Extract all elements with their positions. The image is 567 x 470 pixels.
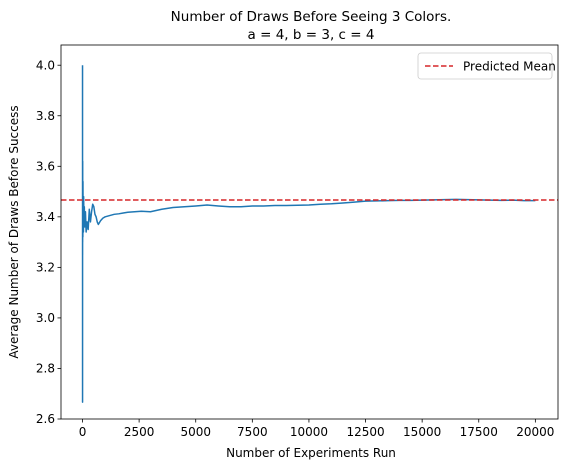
x-tick-label: 7500 — [237, 425, 268, 439]
y-tick-label: 3.6 — [36, 159, 55, 173]
x-tick-label: 0 — [79, 425, 87, 439]
y-axis-label: Average Number of Draws Before Success — [7, 105, 21, 358]
plot-area — [61, 45, 558, 419]
x-tick-label: 5000 — [180, 425, 211, 439]
y-tick-label: 2.6 — [36, 412, 55, 426]
chart-title-line-2: a = 4, b = 3, c = 4 — [248, 27, 375, 43]
legend: Predicted Mean — [417, 52, 556, 80]
x-tick-label: 10000 — [290, 425, 328, 439]
x-tick-label: 20000 — [516, 425, 554, 439]
y-axis-ticks: 2.6 2.8 3.0 3.2 3.4 3.6 3.8 4.0 — [36, 58, 61, 426]
y-tick-label: 3.0 — [36, 311, 55, 325]
x-tick-label: 2500 — [124, 425, 155, 439]
x-tick-label: 17500 — [460, 425, 498, 439]
y-tick-label: 3.4 — [36, 210, 55, 224]
x-tick-label: 12500 — [346, 425, 384, 439]
legend-predicted-mean-label: Predicted Mean — [463, 60, 556, 74]
x-axis-label: Number of Experiments Run — [226, 446, 396, 460]
x-axis-ticks: 0 2500 5000 7500 10000 12500 15000 17500 20000 — [79, 419, 554, 439]
y-tick-label: 3.8 — [36, 109, 55, 123]
plot-frame — [60, 44, 559, 420]
x-tick-label: 15000 — [403, 425, 441, 439]
y-tick-label: 3.2 — [36, 261, 55, 275]
y-tick-label: 2.8 — [36, 362, 55, 376]
y-tick-label: 4.0 — [36, 58, 55, 72]
chart-title-line-1: Number of Draws Before Seeing 3 Colors. — [171, 9, 452, 25]
legend-box — [417, 52, 553, 80]
